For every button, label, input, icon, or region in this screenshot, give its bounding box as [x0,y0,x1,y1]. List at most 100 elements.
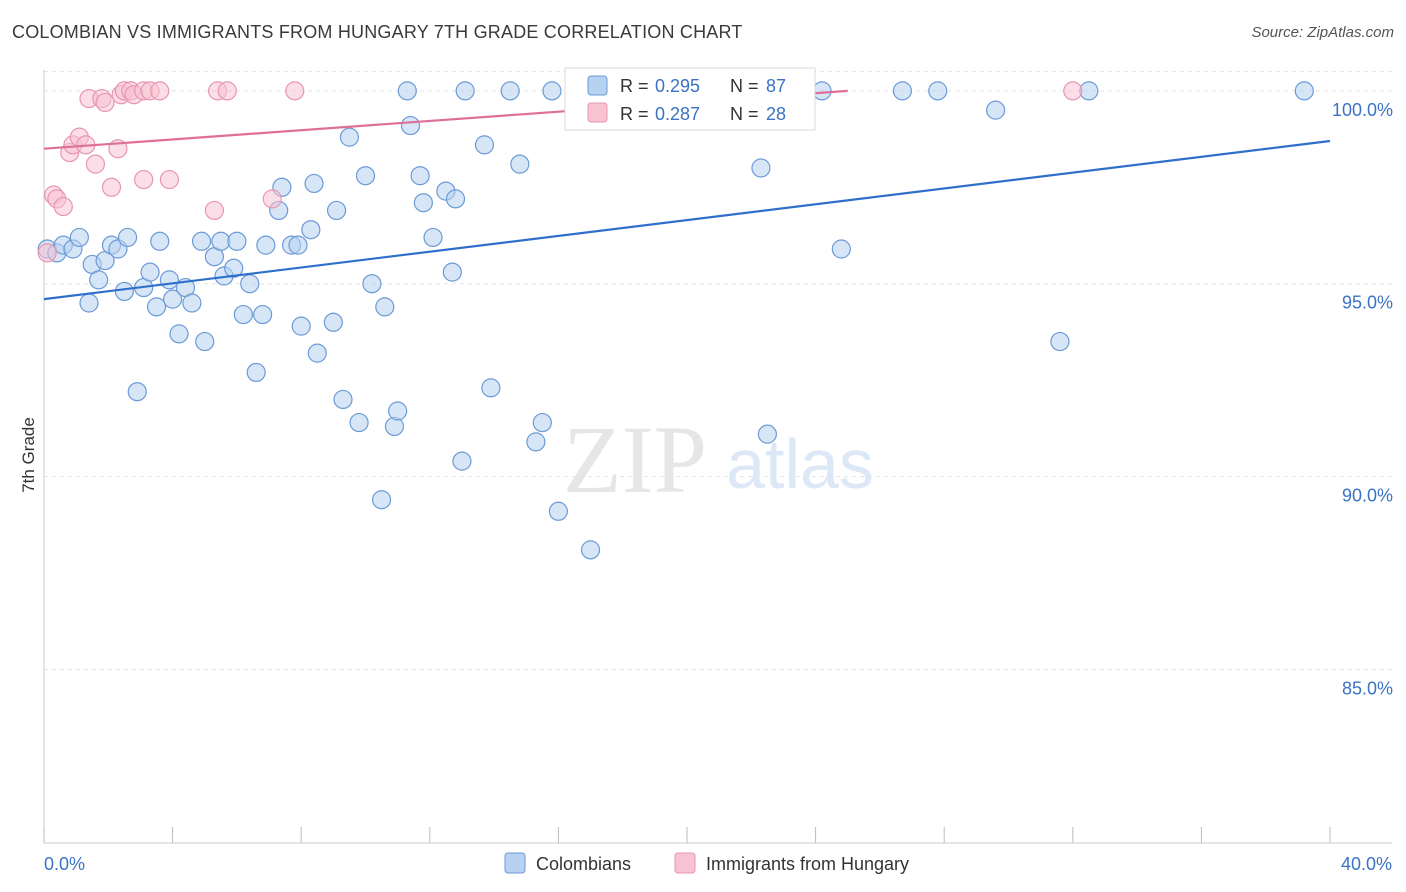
colombian-point [339,127,360,147]
hungary-point [150,81,170,101]
colombian-trend-line [43,139,1331,301]
colombian-point [304,173,324,194]
legend-n-value: 28 [766,104,786,124]
colombian-point [423,227,443,248]
hungary-point [217,81,237,101]
hungary-point [53,196,73,217]
colombian-point [1050,331,1070,352]
colombian-point [211,231,231,251]
colombian-point [371,490,392,510]
colombian-point [892,81,913,101]
source-note: Source: ZipAtlas.com [1251,24,1394,41]
colombian-point [400,115,421,136]
colombian-point [526,432,546,452]
x-tick-label-min: 0.0% [44,854,85,874]
colombian-point [500,81,520,101]
colombian-point [291,316,311,336]
colombian-point [233,304,253,325]
colombian-point [384,416,405,437]
hungary-point [134,169,154,190]
hungary-point [204,200,224,221]
colombian-point [455,81,475,101]
legend-r-label: R = [620,76,649,96]
legend-r-value: 0.287 [655,104,700,124]
colombian-point [79,293,99,313]
hungary-point [95,92,115,113]
colombian-point [355,166,376,186]
grid-lines [44,71,1392,670]
hungary-point [159,169,179,190]
bottom-legend-swatch-hungary [674,852,696,874]
legend: R = 0.295 N = 87 R = 0.287 N = 28 [564,67,816,131]
colombian-point [191,231,212,251]
colombian-point [127,382,147,402]
colombian-point [510,154,530,174]
colombian-point [333,389,353,410]
watermark-atlas: atlas [726,425,874,503]
colombian-point [548,501,569,521]
colombian-point [481,378,501,398]
legend-n-label: N = [730,104,759,124]
colombian-point [532,412,552,433]
legend-swatch-colombians [587,75,608,96]
y-tick-label: 100.0% [1332,100,1393,120]
legend-n-label: N = [730,76,759,96]
colombian-point [246,362,266,383]
colombian-point [1294,81,1314,101]
colombian-point [195,331,215,352]
legend-swatch-hungary [587,102,608,123]
colombian-point [69,227,89,248]
colombian-point [114,281,134,302]
hungary-point [85,154,106,174]
colombian-point [413,193,433,213]
colombian-point [452,451,472,471]
colombian-point [474,135,495,155]
colombian-point [410,166,430,186]
y-axis-label: 7th Grade [19,417,38,493]
colombian-point [986,100,1006,120]
colombian-point [326,200,347,221]
colombian-point [1079,81,1099,101]
bottom-legend: Colombians Immigrants from Hungary [504,852,909,874]
colombian-point [928,81,948,101]
bottom-legend-swatch-colombians [504,852,526,874]
colombian-point [307,343,327,363]
colombian-point [757,424,777,444]
bottom-legend-hungary: Immigrants from Hungary [706,854,909,874]
colombian-point [751,158,771,178]
colombian-point [182,293,202,313]
colombian-point [240,274,260,294]
y-tick-label: 85.0% [1342,678,1393,698]
colombian-point [150,231,170,251]
colombian-point [388,401,408,421]
chart-title: COLOMBIAN VS IMMIGRANTS FROM HUNGARY 7TH… [12,22,743,42]
hungary-point [37,243,57,263]
colombian-point [301,220,321,240]
colombian-point [89,270,109,290]
colombian-point [159,270,179,290]
colombian-point [256,235,276,255]
y-tick-label: 95.0% [1342,293,1393,313]
colombian-point [362,274,382,294]
watermark: ZIP atlas [563,406,874,513]
y-tick-labels: 100.0% 95.0% 90.0% 85.0% [1332,100,1393,699]
colombian-point [375,297,395,317]
x-tick-label-max: 40.0% [1341,854,1392,874]
hungary-point [285,81,305,101]
colombian-point [397,81,417,101]
bottom-legend-colombians: Colombians [536,854,631,874]
colombian-point [831,239,851,259]
colombian-point [227,231,247,251]
y-tick-label: 90.0% [1342,486,1393,506]
colombian-point [253,304,273,325]
legend-r-label: R = [620,104,649,124]
legend-r-value: 0.295 [655,76,700,96]
colombian-point [224,258,244,278]
colombian-point [442,262,462,282]
colombian-point [445,189,466,209]
colombian-point [580,540,601,560]
legend-n-value: 87 [766,76,786,96]
colombian-point [288,235,308,255]
colombian-point [323,312,343,332]
